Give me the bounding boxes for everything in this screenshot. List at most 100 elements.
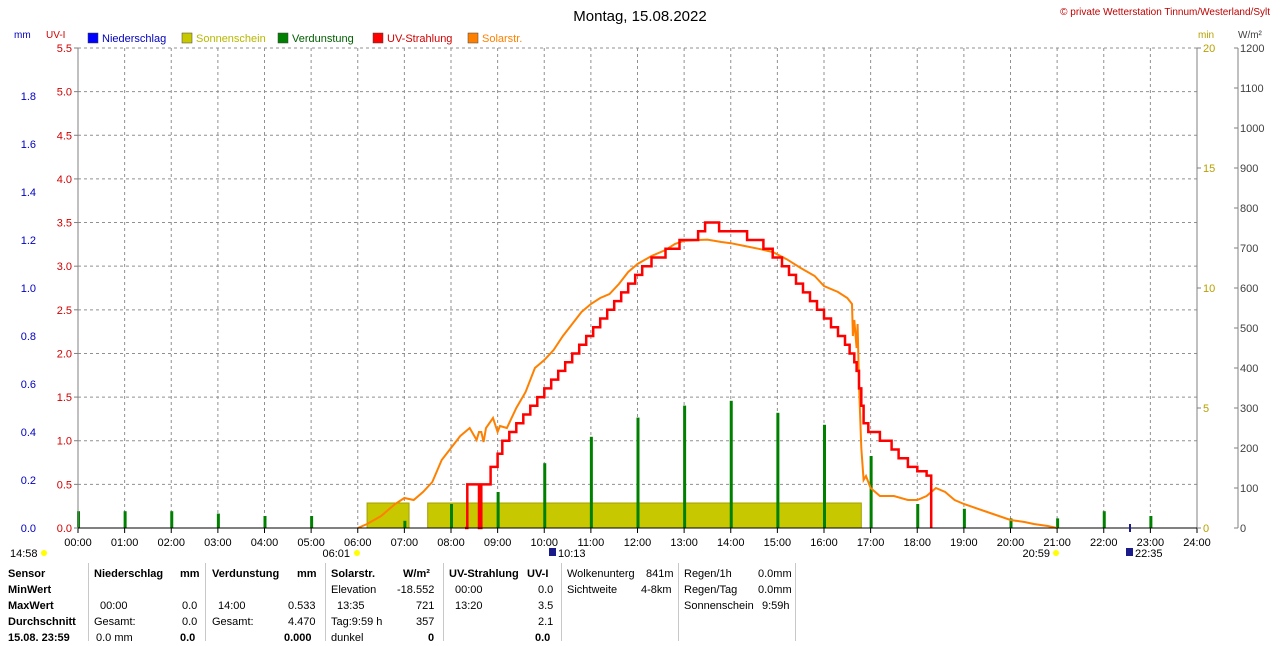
sunshine-val: 9:59h: [762, 600, 790, 612]
rain-1h-val: 0.0mm: [758, 568, 792, 580]
x-tick-label: 19:00: [950, 537, 978, 549]
visibility-label: Sichtweite: [567, 584, 618, 596]
solar-header: Solarstr.: [331, 568, 376, 580]
mm-tick-label: 1.2: [21, 235, 36, 247]
uv-foot-right: 0.0: [535, 632, 551, 644]
chart-title: Montag, 15.08.2022: [573, 8, 706, 25]
evaporation-bar: [1149, 516, 1153, 528]
evaporation-bar: [1102, 511, 1106, 528]
uv-tick-label: 2.0: [57, 348, 72, 360]
min-tick-label: 20: [1203, 43, 1215, 55]
wm2-tick-label: 1000: [1240, 123, 1264, 135]
evaporation-bar: [170, 511, 174, 528]
wm2-tick-label: 1200: [1240, 43, 1264, 55]
copyright-text: © private Wetterstation Tinnum/Westerlan…: [1060, 7, 1270, 18]
legend-label: Sonnenschein: [196, 33, 266, 45]
x-tick-label: 04:00: [251, 537, 279, 549]
evaporation-bar: [776, 412, 780, 528]
evaporation-bar: [962, 508, 966, 528]
table-row-maxwert: MaxWert: [8, 600, 54, 612]
sunshine-block: [427, 502, 862, 529]
sunset-time: 20:59: [1022, 548, 1050, 560]
x-tick-label: 23:00: [1137, 537, 1165, 549]
legend-label: Niederschlag: [102, 33, 166, 45]
x-tick-label: 24:00: [1183, 537, 1211, 549]
evaporation-bar: [403, 520, 407, 528]
uv-tick-label: 3.0: [57, 261, 72, 273]
x-tick-label: 03:00: [204, 537, 232, 549]
legend-swatch: [277, 32, 289, 44]
min-tick-label: 0: [1203, 523, 1209, 535]
x-tick-label: 02:00: [157, 537, 185, 549]
evaporation-bar: [636, 417, 640, 528]
wm2-tick-label: 400: [1240, 363, 1258, 375]
uv-max-time: 10:13: [558, 548, 586, 560]
uv-tick-label: 4.0: [57, 174, 72, 186]
solar-tag-val: 357: [416, 616, 435, 628]
uv-line: [465, 221, 933, 530]
verdunstung-max-time: 14:00: [218, 600, 246, 612]
niederschlag-foot-right: 0.0: [180, 632, 196, 644]
wm2-tick-label: 300: [1240, 403, 1258, 415]
wm2-tick-label: 100: [1240, 483, 1258, 495]
uv-min-time: 00:00: [455, 584, 483, 596]
mm-tick-label: 1.4: [21, 187, 36, 199]
solar-foot-right: 0: [428, 632, 435, 644]
x-tick-label: 22:00: [1090, 537, 1118, 549]
niederschlag-max-val: 0.0: [182, 600, 198, 612]
evaporation-bar: [916, 504, 920, 528]
evaporation-bar: [310, 516, 314, 528]
uv-tick-label: 4.5: [57, 130, 72, 142]
evaporation-bar: [123, 511, 127, 528]
legend-label: UV-Strahlung: [387, 33, 452, 45]
wm2-tick-label: 0: [1240, 523, 1246, 535]
sunshine-block: [366, 502, 410, 529]
moon-icon: [1126, 548, 1133, 556]
visibility-val: 4-8km: [641, 584, 672, 596]
solar-max-time: 13:35: [337, 600, 365, 612]
niederschlag-foot-left: 0.0 mm: [96, 632, 133, 644]
sunshine-label: Sonnenschein: [684, 600, 754, 612]
uv-max-val: 3.5: [538, 600, 554, 612]
sun-icon: [41, 550, 47, 556]
evaporation-bar: [683, 405, 687, 528]
verdunstung-foot-right: 0.000: [284, 632, 312, 644]
legend-swatch: [372, 32, 384, 44]
unit-wm2: W/m²: [1238, 30, 1263, 41]
mm-tick-label: 1.8: [21, 91, 36, 103]
uv-tick-label: 0.0: [57, 523, 72, 535]
min-tick-label: 5: [1203, 403, 1209, 415]
marker-left-time: 14:58: [10, 548, 38, 560]
x-tick-label: 08:00: [437, 537, 465, 549]
statistics-table: Sensor MinWert MaxWert Durchschnitt 15.0…: [0, 563, 1280, 644]
solar-foot-left: dunkel: [331, 632, 364, 644]
uv-min-val: 0.0: [538, 584, 554, 596]
niederschlag-gesamt-label: Gesamt:: [94, 616, 136, 628]
unit-mm: mm: [14, 30, 31, 41]
wm2-tick-label: 1100: [1240, 83, 1264, 95]
wm2-tick-label: 700: [1240, 243, 1258, 255]
legend-label: Verdunstung: [292, 33, 354, 45]
evaporation-bar: [869, 456, 873, 528]
wm2-tick-label: 600: [1240, 283, 1258, 295]
x-tick-label: 15:00: [764, 537, 792, 549]
uv-max-icon: [549, 548, 556, 556]
chart-axes: [74, 47, 1239, 533]
verdunstung-gesamt-label: Gesamt:: [212, 616, 254, 628]
x-tick-label: 17:00: [857, 537, 885, 549]
niederschlag-header: Niederschlag: [94, 568, 164, 580]
evaporation-bars: [77, 400, 1153, 528]
cloud-base-label: Wolkenunterg: [567, 568, 635, 580]
x-tick-label: 13:00: [670, 537, 698, 549]
legend-swatch: [467, 32, 479, 44]
mm-tick-label: 0.0: [21, 523, 36, 535]
solar-elevation-label: Elevation: [331, 584, 377, 596]
mm-tick-label: 0.4: [21, 427, 36, 439]
table-row-minwert: MinWert: [8, 584, 52, 596]
uv-max-time: 13:20: [455, 600, 483, 612]
x-tick-label: 14:00: [717, 537, 745, 549]
x-tick-label: 05:00: [297, 537, 325, 549]
uv-tick-label: 1.0: [57, 436, 72, 448]
evaporation-bar: [589, 436, 593, 528]
evaporation-bar: [729, 400, 733, 528]
